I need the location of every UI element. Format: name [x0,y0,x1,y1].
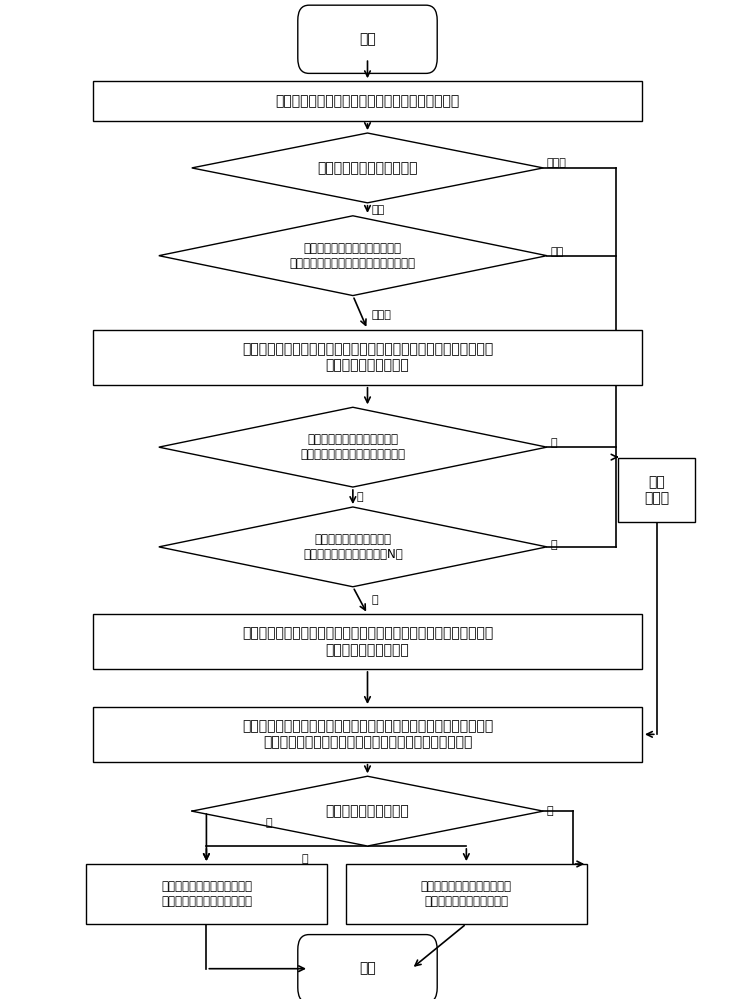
Text: 服务端在其授信数据库中将该
进程对应的字段设置为黑名单: 服务端在其授信数据库中将该 进程对应的字段设置为黑名单 [161,880,252,908]
Text: 服务端将该进程加入其授信数据库中，并将该进程的属性信息下发给
与其连接的所有客户端: 服务端将该进程加入其授信数据库中，并将该进程的属性信息下发给 与其连接的所有客户… [242,627,493,657]
Text: 服务端在授信数据库中将该进
程对应的字段设置为白名单: 服务端在授信数据库中将该进 程对应的字段设置为白名单 [421,880,512,908]
Text: 是: 是 [356,492,363,502]
Text: 客户端获取启动的进程，并获取该进程的进程名称: 客户端获取启动的进程，并获取该进程的进程名称 [276,94,459,108]
Text: 运行
该进程: 运行 该进程 [644,475,670,505]
Text: 否: 否 [551,438,557,448]
Text: 不存在: 不存在 [371,310,391,320]
FancyBboxPatch shape [298,935,437,1000]
Text: 否: 否 [551,540,557,550]
Bar [85,864,327,924]
Bar [93,707,642,762]
Bar [618,458,695,522]
Bar [93,81,642,121]
Text: 客户端提取进程的指纹信息，其
授信数据库中查询是否存在该指纹信息？: 客户端提取进程的指纹信息，其 授信数据库中查询是否存在该指纹信息？ [290,242,416,270]
Text: 是否存在获取的进程名称？: 是否存在获取的进程名称？ [318,161,417,175]
Bar [345,864,587,924]
Polygon shape [192,776,543,846]
Text: 不存在: 不存在 [547,158,567,168]
Polygon shape [159,216,547,296]
Text: 接收到该进程的属性信息
的次数是否大于一预设阈值N？: 接收到该进程的属性信息 的次数是否大于一预设阈值N？ [303,533,403,561]
Bar [93,330,642,385]
Text: 存在: 存在 [551,247,564,257]
Text: 进程是否是伪造进程？: 进程是否是伪造进程？ [326,804,409,818]
Text: 客户端将其属性信息、以及进程的属性信息和指纹信息发送到服务端
，并阻断该进程的运行: 客户端将其属性信息、以及进程的属性信息和指纹信息发送到服务端 ，并阻断该进程的运… [242,342,493,372]
Bar [93,614,642,669]
Text: 是: 是 [302,854,309,864]
Polygon shape [159,507,547,587]
Text: 存在: 存在 [371,205,384,215]
Text: 否: 否 [547,806,553,816]
Polygon shape [159,407,547,487]
Text: 是: 是 [265,818,272,828]
FancyBboxPatch shape [298,5,437,73]
Text: 结束: 结束 [359,962,376,976]
Polygon shape [192,133,543,203]
Text: 是否能在其授信数据库中查询
到客户端发来的进程的指纹信息？: 是否能在其授信数据库中查询 到客户端发来的进程的指纹信息？ [301,433,406,461]
Text: 服务器将客户端的属性信息和进程的属性信息都存储在其授信数据库
中，将该客户端在授信数据库中的状态设置为未授信状态: 服务器将客户端的属性信息和进程的属性信息都存储在其授信数据库 中，将该客户端在授… [242,719,493,749]
Text: 是: 是 [371,595,378,605]
Text: 开始: 开始 [359,32,376,46]
